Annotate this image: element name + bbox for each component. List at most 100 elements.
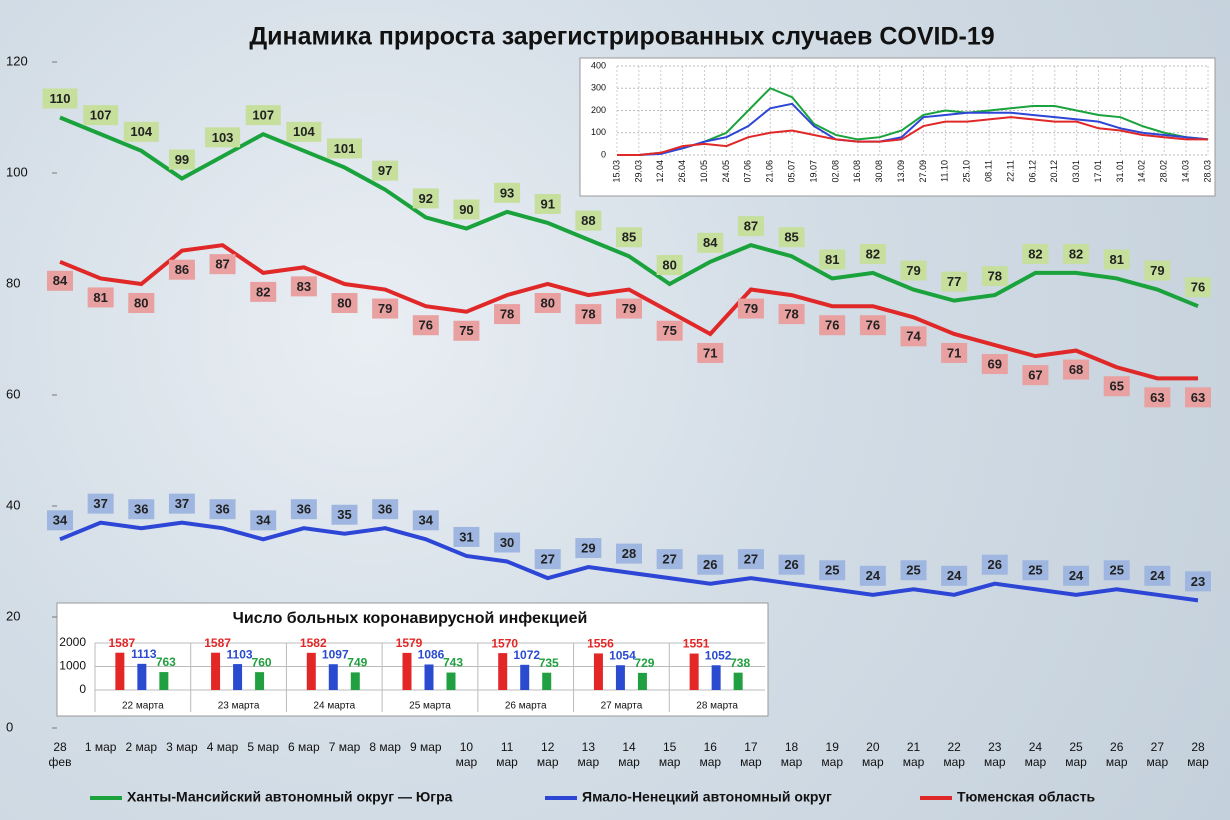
- x-tick-label: 5 мар: [247, 740, 279, 754]
- x-tick-label: 28.03: [1202, 160, 1212, 183]
- x-tick-label: 12.04: [655, 160, 665, 183]
- value-label: 25: [1109, 563, 1123, 578]
- x-tick-label: 27 марта: [601, 701, 643, 712]
- inset-frame: [579, 57, 1216, 197]
- value-label: 97: [378, 163, 392, 178]
- x-tick-label: 30.08: [874, 160, 884, 183]
- value-label: 101: [334, 141, 356, 156]
- bar: [711, 665, 721, 690]
- value-label-box: [697, 554, 724, 575]
- value-label: 1103: [227, 647, 253, 661]
- value-label-box: [128, 293, 155, 313]
- bar: [424, 664, 434, 690]
- value-label-box: [87, 287, 114, 308]
- value-label: 743: [443, 656, 463, 670]
- y-tick-label: 2000: [59, 635, 86, 649]
- x-tick-label: 3 мар: [166, 740, 198, 754]
- x-tick-label: 17 мар: [740, 740, 762, 769]
- value-label: 749: [347, 656, 367, 670]
- value-label: 87: [744, 219, 758, 234]
- x-tick-label: 05.07: [786, 160, 796, 183]
- value-label: 78: [581, 307, 595, 322]
- bar: [328, 664, 338, 690]
- x-tick-label: 11 мар: [496, 740, 518, 769]
- value-label: 83: [297, 279, 311, 294]
- value-label-box: [87, 493, 114, 514]
- x-tick-label: 7 мар: [328, 740, 361, 754]
- value-label-box: [290, 499, 317, 520]
- value-label: 104: [130, 124, 152, 139]
- value-label: 79: [622, 301, 636, 316]
- y-tick-label: 0: [79, 682, 86, 696]
- value-label-box: [900, 560, 927, 581]
- value-label-box: [697, 342, 724, 363]
- y-tick-label: 100: [6, 164, 28, 179]
- value-label: 29: [581, 540, 595, 555]
- x-tick-label: 2 мар: [125, 740, 158, 754]
- value-label-box: [47, 510, 73, 531]
- x-tick-label: 19 мар: [821, 740, 843, 769]
- x-tick-label: 08.11: [983, 160, 993, 182]
- value-label: 1582: [300, 636, 327, 650]
- value-label-box: [1144, 260, 1171, 281]
- x-tick-label: 18 мар: [780, 740, 803, 769]
- value-label: 24: [866, 568, 881, 583]
- value-label-box: [575, 304, 602, 325]
- x-tick-label: 02.08: [830, 160, 840, 183]
- x-tick-label: 26 марта: [505, 701, 547, 712]
- value-label: 99: [175, 152, 189, 167]
- value-label-box: [209, 499, 236, 520]
- value-label-box: [900, 260, 927, 281]
- value-label: 1587: [109, 636, 136, 650]
- value-label-box: [737, 216, 764, 237]
- value-label-box: [1103, 249, 1130, 270]
- value-label: 34: [53, 513, 68, 528]
- line: [59, 243, 1198, 381]
- value-label-box: [859, 315, 886, 336]
- value-label-box: [819, 249, 846, 270]
- line: [617, 102, 1209, 156]
- bar: [542, 672, 552, 690]
- bar: [402, 652, 412, 690]
- value-label: 36: [215, 502, 229, 517]
- x-tick-label: 22 мар: [943, 740, 965, 769]
- x-tick-label: 4 мар: [206, 740, 239, 754]
- value-label-box: [737, 298, 764, 319]
- value-label: 82: [1028, 246, 1042, 261]
- value-label: 729: [634, 656, 654, 670]
- x-tick-label: 28 марта: [696, 701, 738, 712]
- value-label: 1052: [705, 648, 732, 662]
- value-label: 1072: [513, 648, 540, 662]
- value-label: 25: [1028, 563, 1042, 578]
- value-label-box: [1144, 387, 1171, 408]
- value-label-box: [819, 315, 846, 336]
- value-label: 69: [988, 356, 1002, 371]
- x-tick-label: 24 марта: [313, 701, 355, 712]
- x-tick-label: 16.08: [852, 160, 862, 183]
- value-label: 1570: [491, 636, 518, 650]
- value-label: 1556: [587, 637, 614, 651]
- x-tick-label: 11.10: [940, 160, 950, 182]
- value-label: 37: [93, 496, 107, 511]
- value-label-box: [656, 549, 683, 570]
- x-tick-label: 22.11: [1005, 160, 1015, 182]
- x-tick-label: 9 мар: [409, 740, 442, 754]
- value-label: 25: [906, 563, 920, 578]
- x-tick-label: 26.04: [677, 160, 687, 183]
- value-label-box: [616, 298, 642, 319]
- x-tick-label: 29.03: [633, 160, 643, 183]
- value-label: 738: [730, 656, 750, 670]
- value-label-box: [412, 510, 439, 531]
- x-tick-label: 14.03: [1180, 160, 1190, 183]
- x-tick-label: 23 марта: [218, 701, 260, 712]
- value-label-box: [453, 199, 480, 220]
- x-tick-label: 24.05: [721, 160, 731, 183]
- value-label-box: [778, 227, 805, 248]
- x-tick-label: 20.12: [1049, 160, 1059, 183]
- value-label-box: [1022, 560, 1049, 581]
- bar: [498, 653, 508, 690]
- value-label-box: [372, 499, 399, 520]
- y-tick-label: 100: [591, 127, 606, 137]
- value-label-box: [331, 504, 358, 525]
- bar: [233, 664, 243, 690]
